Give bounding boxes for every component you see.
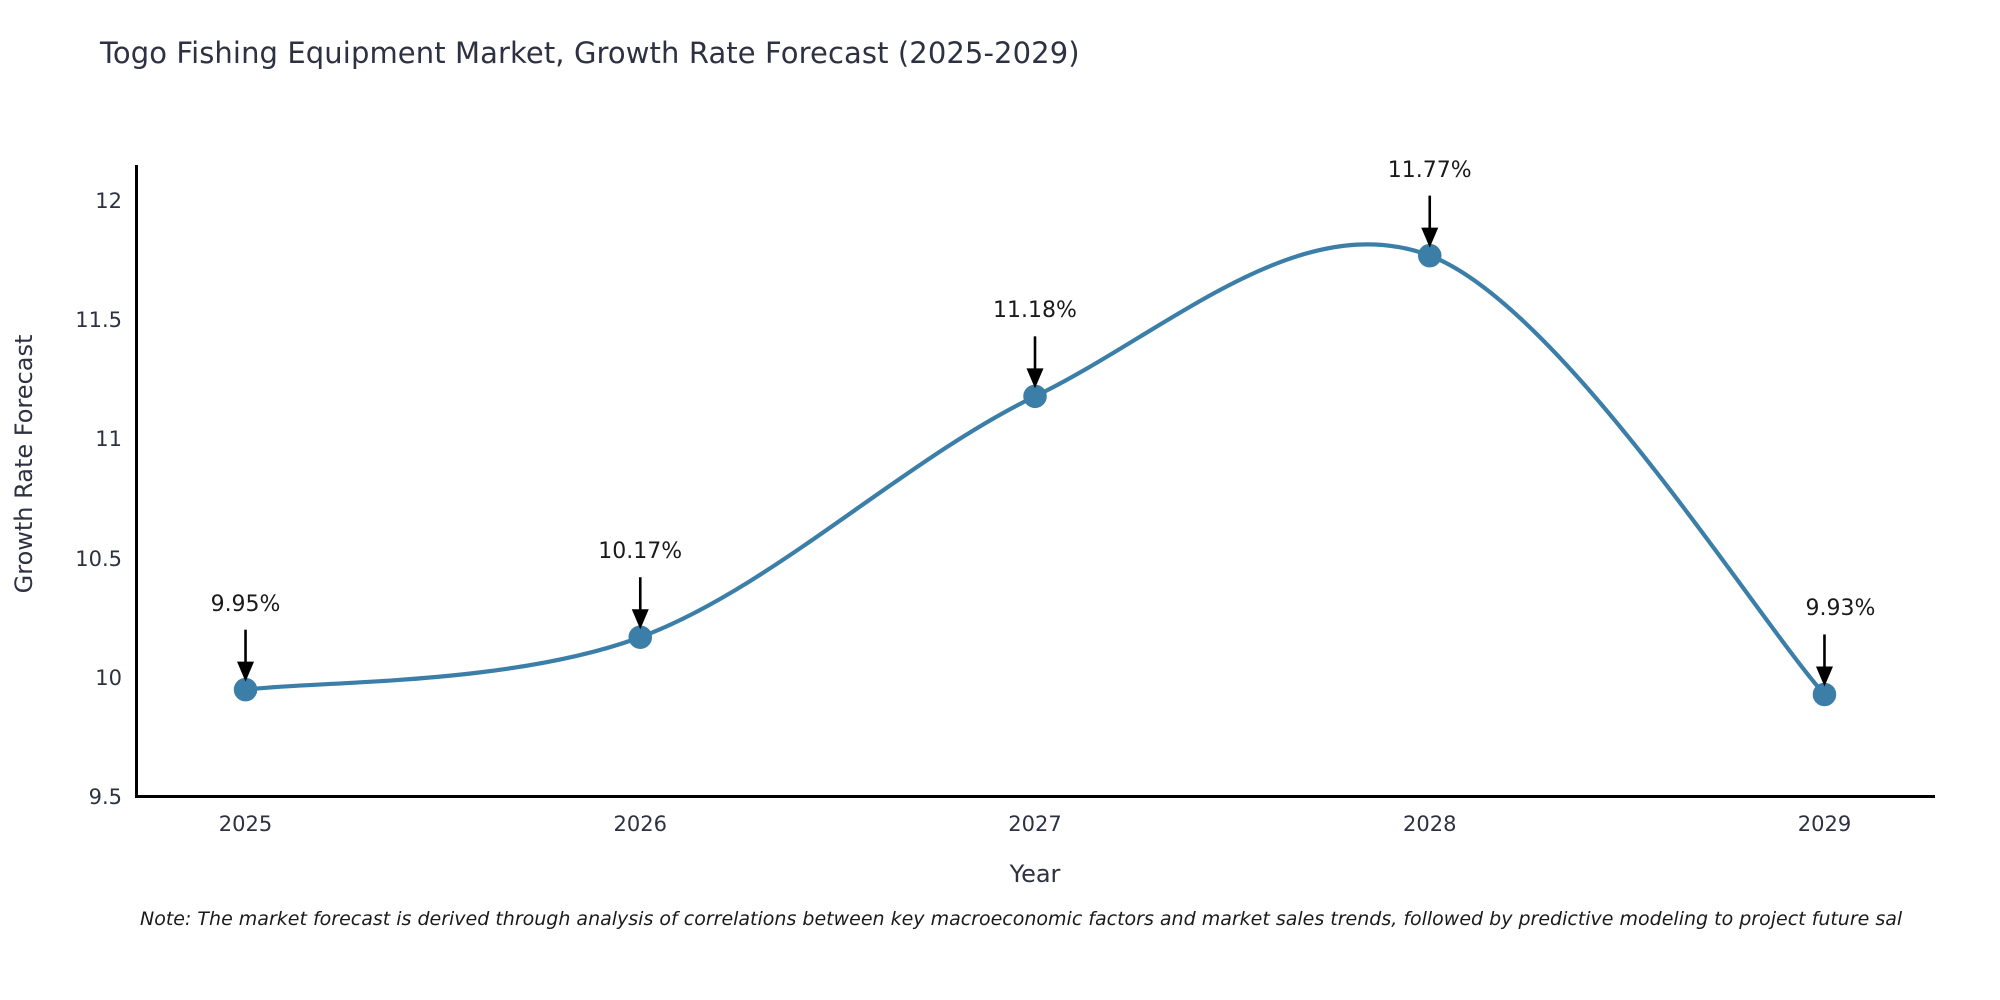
y-axis-tick-11: 11 <box>95 427 122 452</box>
y-axis-tick-10.5: 10.5 <box>75 546 122 571</box>
data-point-2028[interactable] <box>1417 243 1442 268</box>
annotation-arrows <box>237 195 1833 687</box>
series-line-growth-rate-forecast <box>243 242 1827 697</box>
data-point-2027[interactable] <box>1023 384 1047 409</box>
data-label-2027: 11.18% <box>993 298 1077 324</box>
annotation-arrow-head-2027 <box>1026 368 1044 389</box>
y-axis-tick-12: 12 <box>95 188 122 213</box>
x-axis-spine <box>135 795 1935 798</box>
data-label-2029: 9.93% <box>1805 596 1876 622</box>
series-svg <box>233 195 1837 707</box>
x-axis-tick-2026: 2026 <box>613 812 667 836</box>
annotation-arrow-head-2028 <box>1421 227 1439 248</box>
x-axis-tick-2025: 2025 <box>218 812 273 836</box>
x-axis-label: Year <box>1009 860 1061 888</box>
data-label-2025: 9.95% <box>210 591 281 617</box>
y-axis-tick-11.5: 11.5 <box>75 308 122 333</box>
plot-area <box>135 165 1935 797</box>
chart-footnote: Note: The market forecast is derived thr… <box>140 908 1903 930</box>
annotation-arrow-head-2026 <box>631 609 649 630</box>
y-axis-tick-9.5: 9.5 <box>88 785 122 809</box>
series-markers <box>233 243 1837 707</box>
chart-title: Togo Fishing Equipment Market, Growth Ra… <box>100 36 1080 70</box>
data-label-2026: 10.17% <box>598 539 683 565</box>
x-axis-tick-2028: 2028 <box>1403 812 1457 836</box>
y-axis-tick-10: 10 <box>95 665 122 690</box>
x-axis-tick-2029: 2029 <box>1797 812 1852 836</box>
data-point-2025[interactable] <box>233 677 258 702</box>
y-axis-spine <box>135 165 138 798</box>
data-point-2026[interactable] <box>628 625 653 649</box>
annotation-arrow-head-2029 <box>1815 666 1833 687</box>
y-axis-tick-labels: 9.5 10 10.5 11 11.5 12 <box>0 0 122 1000</box>
data-label-2028: 11.77% <box>1387 157 1472 183</box>
x-axis-tick-2027: 2027 <box>1008 812 1062 836</box>
data-point-2029[interactable] <box>1812 682 1837 707</box>
annotation-arrow-head-2025 <box>237 661 255 682</box>
